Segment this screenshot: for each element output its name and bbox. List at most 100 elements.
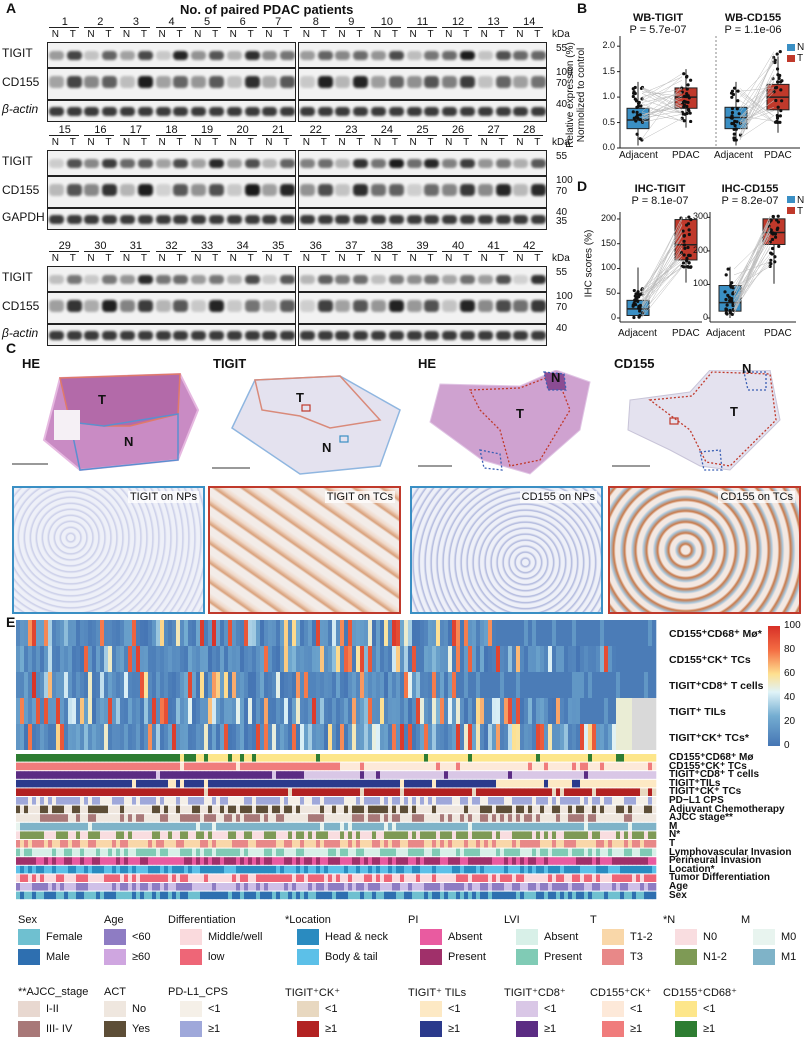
heatmap-cell	[456, 672, 461, 698]
heatmap-cell	[324, 724, 329, 750]
annotation-cell	[348, 848, 353, 857]
annotation-cell	[116, 779, 121, 788]
annotation-cell	[588, 883, 593, 891]
annotation-cell	[232, 805, 237, 814]
lane-bracket	[406, 135, 437, 136]
annotation-cell	[520, 857, 525, 865]
heatmap-cell	[444, 620, 449, 646]
annotation-cell	[368, 805, 373, 814]
annotation-cell	[644, 814, 649, 822]
heatmap-cell	[264, 646, 269, 672]
annotation-cell	[152, 814, 157, 822]
data-point	[730, 111, 735, 115]
annotation-cell	[616, 797, 621, 805]
annotation-cell	[596, 857, 601, 865]
annotation-cell	[20, 754, 25, 762]
annotation-cell	[532, 779, 537, 788]
annotation-cell	[248, 762, 253, 771]
annotation-cell	[468, 857, 473, 865]
lane-bracket	[119, 27, 150, 28]
heatmap-cell	[32, 646, 37, 672]
pair-line	[641, 262, 683, 307]
blot-band	[459, 214, 475, 224]
heatmap-cell	[64, 646, 69, 672]
annotation-cell	[580, 754, 585, 762]
blot-band	[66, 274, 82, 284]
annotation-cell	[72, 840, 77, 848]
blot-band	[262, 330, 278, 340]
annotation-cell	[444, 822, 449, 831]
annotation-cell	[500, 762, 505, 771]
annotation-cell	[340, 762, 345, 771]
annotation-cell	[96, 840, 101, 848]
blot-band	[335, 158, 351, 168]
heatmap-cell	[652, 698, 657, 724]
heatmap-cell	[124, 698, 129, 724]
annotation-cell	[244, 797, 249, 805]
heatmap-cell	[616, 620, 621, 646]
annotation-cell	[44, 805, 49, 814]
annotation-cell	[136, 797, 141, 805]
annotation-cell	[568, 840, 573, 848]
annotation-cell	[72, 865, 77, 874]
blot-band	[495, 158, 511, 168]
annotation-cell	[432, 883, 437, 891]
annotation-cell	[68, 883, 73, 891]
lane-bracket	[513, 135, 544, 136]
heatmap-cell	[96, 646, 101, 672]
heatmap-cell	[620, 672, 625, 698]
heatmap-cell	[148, 672, 153, 698]
annotation-cell	[568, 797, 573, 805]
heatmap-cell	[392, 724, 397, 750]
annotation-cell	[372, 788, 377, 796]
heatmap-cell	[512, 698, 517, 724]
heatmap-cell	[624, 698, 629, 724]
annotation-cell	[464, 754, 469, 762]
annotation-cell	[84, 857, 89, 865]
pair-line	[733, 216, 771, 315]
annotation-cell	[460, 831, 465, 839]
annotation-cell	[628, 805, 633, 814]
annotation-cell	[200, 857, 205, 865]
data-point	[775, 119, 779, 123]
annotation-cell	[392, 788, 397, 796]
blot-band	[424, 50, 440, 60]
heatmap-cell	[576, 646, 581, 672]
annotation-cell	[16, 805, 21, 814]
annotation-cell	[628, 822, 633, 831]
annotation-cell	[416, 771, 421, 779]
mw-marker: 40	[556, 323, 568, 334]
y-tick-label: 100	[692, 278, 708, 289]
heatmap-cell	[644, 672, 649, 698]
heatmap-cell	[144, 646, 149, 672]
annotation-cell	[512, 788, 517, 796]
panel-letter-b: B	[577, 0, 588, 16]
heatmap-cell	[172, 698, 177, 724]
annotation-cell	[440, 848, 445, 857]
annotation-cell	[356, 797, 361, 805]
annotation-cell	[580, 848, 585, 857]
heatmap-cell	[252, 646, 257, 672]
blot-band	[262, 50, 278, 60]
heatmap-cell	[440, 672, 445, 698]
annotation-cell	[628, 874, 633, 882]
annotation-cell	[300, 754, 305, 762]
annotation-cell	[44, 840, 49, 848]
heatmap-cell	[532, 646, 537, 672]
legend-item-pi: Absent	[448, 931, 483, 943]
annotation-cell	[224, 805, 229, 814]
blot-band	[280, 50, 295, 60]
annotation-cell	[240, 754, 245, 762]
legend-item-pdl1: ≥1	[208, 1023, 221, 1035]
annotation-cell	[352, 865, 357, 874]
annotation-cell	[324, 883, 329, 891]
annotation-cell	[536, 788, 541, 796]
annotation-cell	[548, 788, 553, 796]
annotation-cell	[116, 771, 121, 779]
annotation-cell	[432, 779, 437, 788]
blot-band	[280, 184, 295, 196]
annotation-cell	[620, 762, 625, 771]
annotation-cell	[344, 797, 349, 805]
legend-item-act: Yes	[132, 1023, 150, 1035]
annotation-cell	[396, 883, 401, 891]
